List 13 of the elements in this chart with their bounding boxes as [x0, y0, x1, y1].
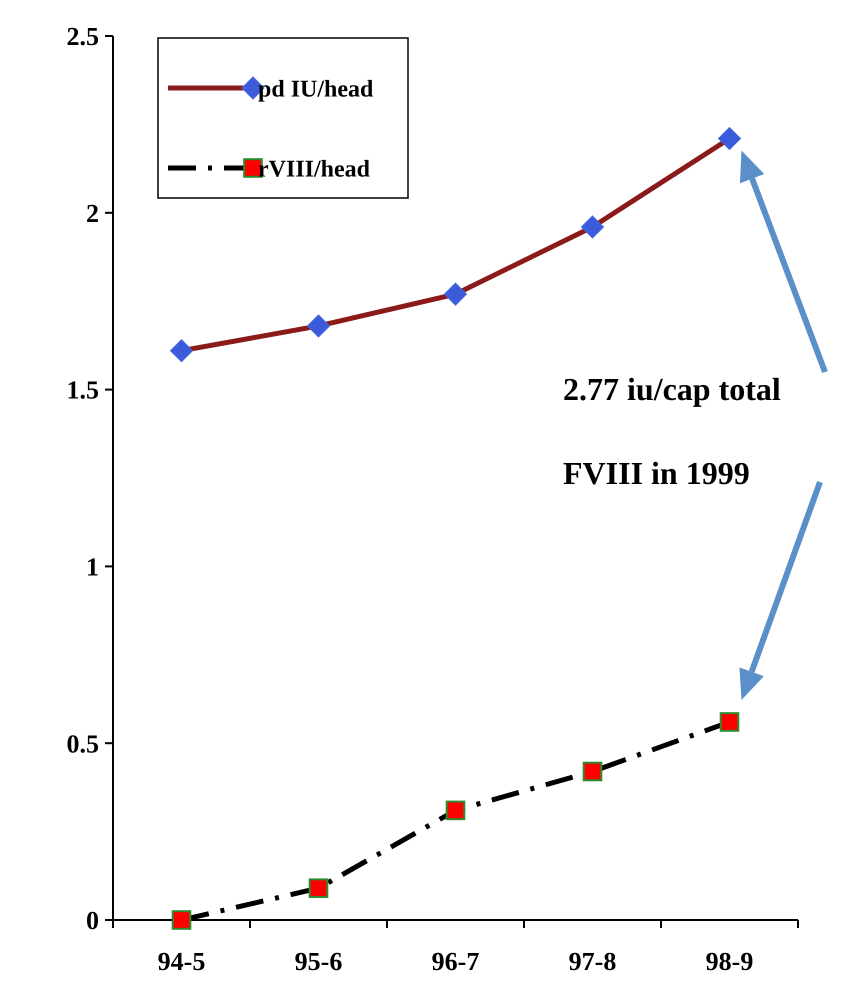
x-tick-label: 96-7	[432, 947, 480, 976]
y-tick-label: 1	[86, 552, 99, 582]
y-tick-label: 2.5	[66, 22, 99, 52]
legend-label: pd IU/head	[258, 76, 374, 102]
y-tick-label: 0.5	[66, 729, 99, 758]
text: 2.77 iu/cap total FVIII in 1999	[563, 371, 781, 491]
x-tick-label: 95-6	[294, 947, 342, 976]
y-tick-label: 2	[86, 198, 99, 228]
x-tick-label: 97-8	[568, 947, 616, 976]
y-tick-label: 0	[86, 906, 99, 936]
y-tick-label: 1.5	[66, 376, 99, 405]
x-tick-label: 94-5	[158, 947, 206, 976]
x-tick-label: 98-9	[706, 947, 754, 976]
